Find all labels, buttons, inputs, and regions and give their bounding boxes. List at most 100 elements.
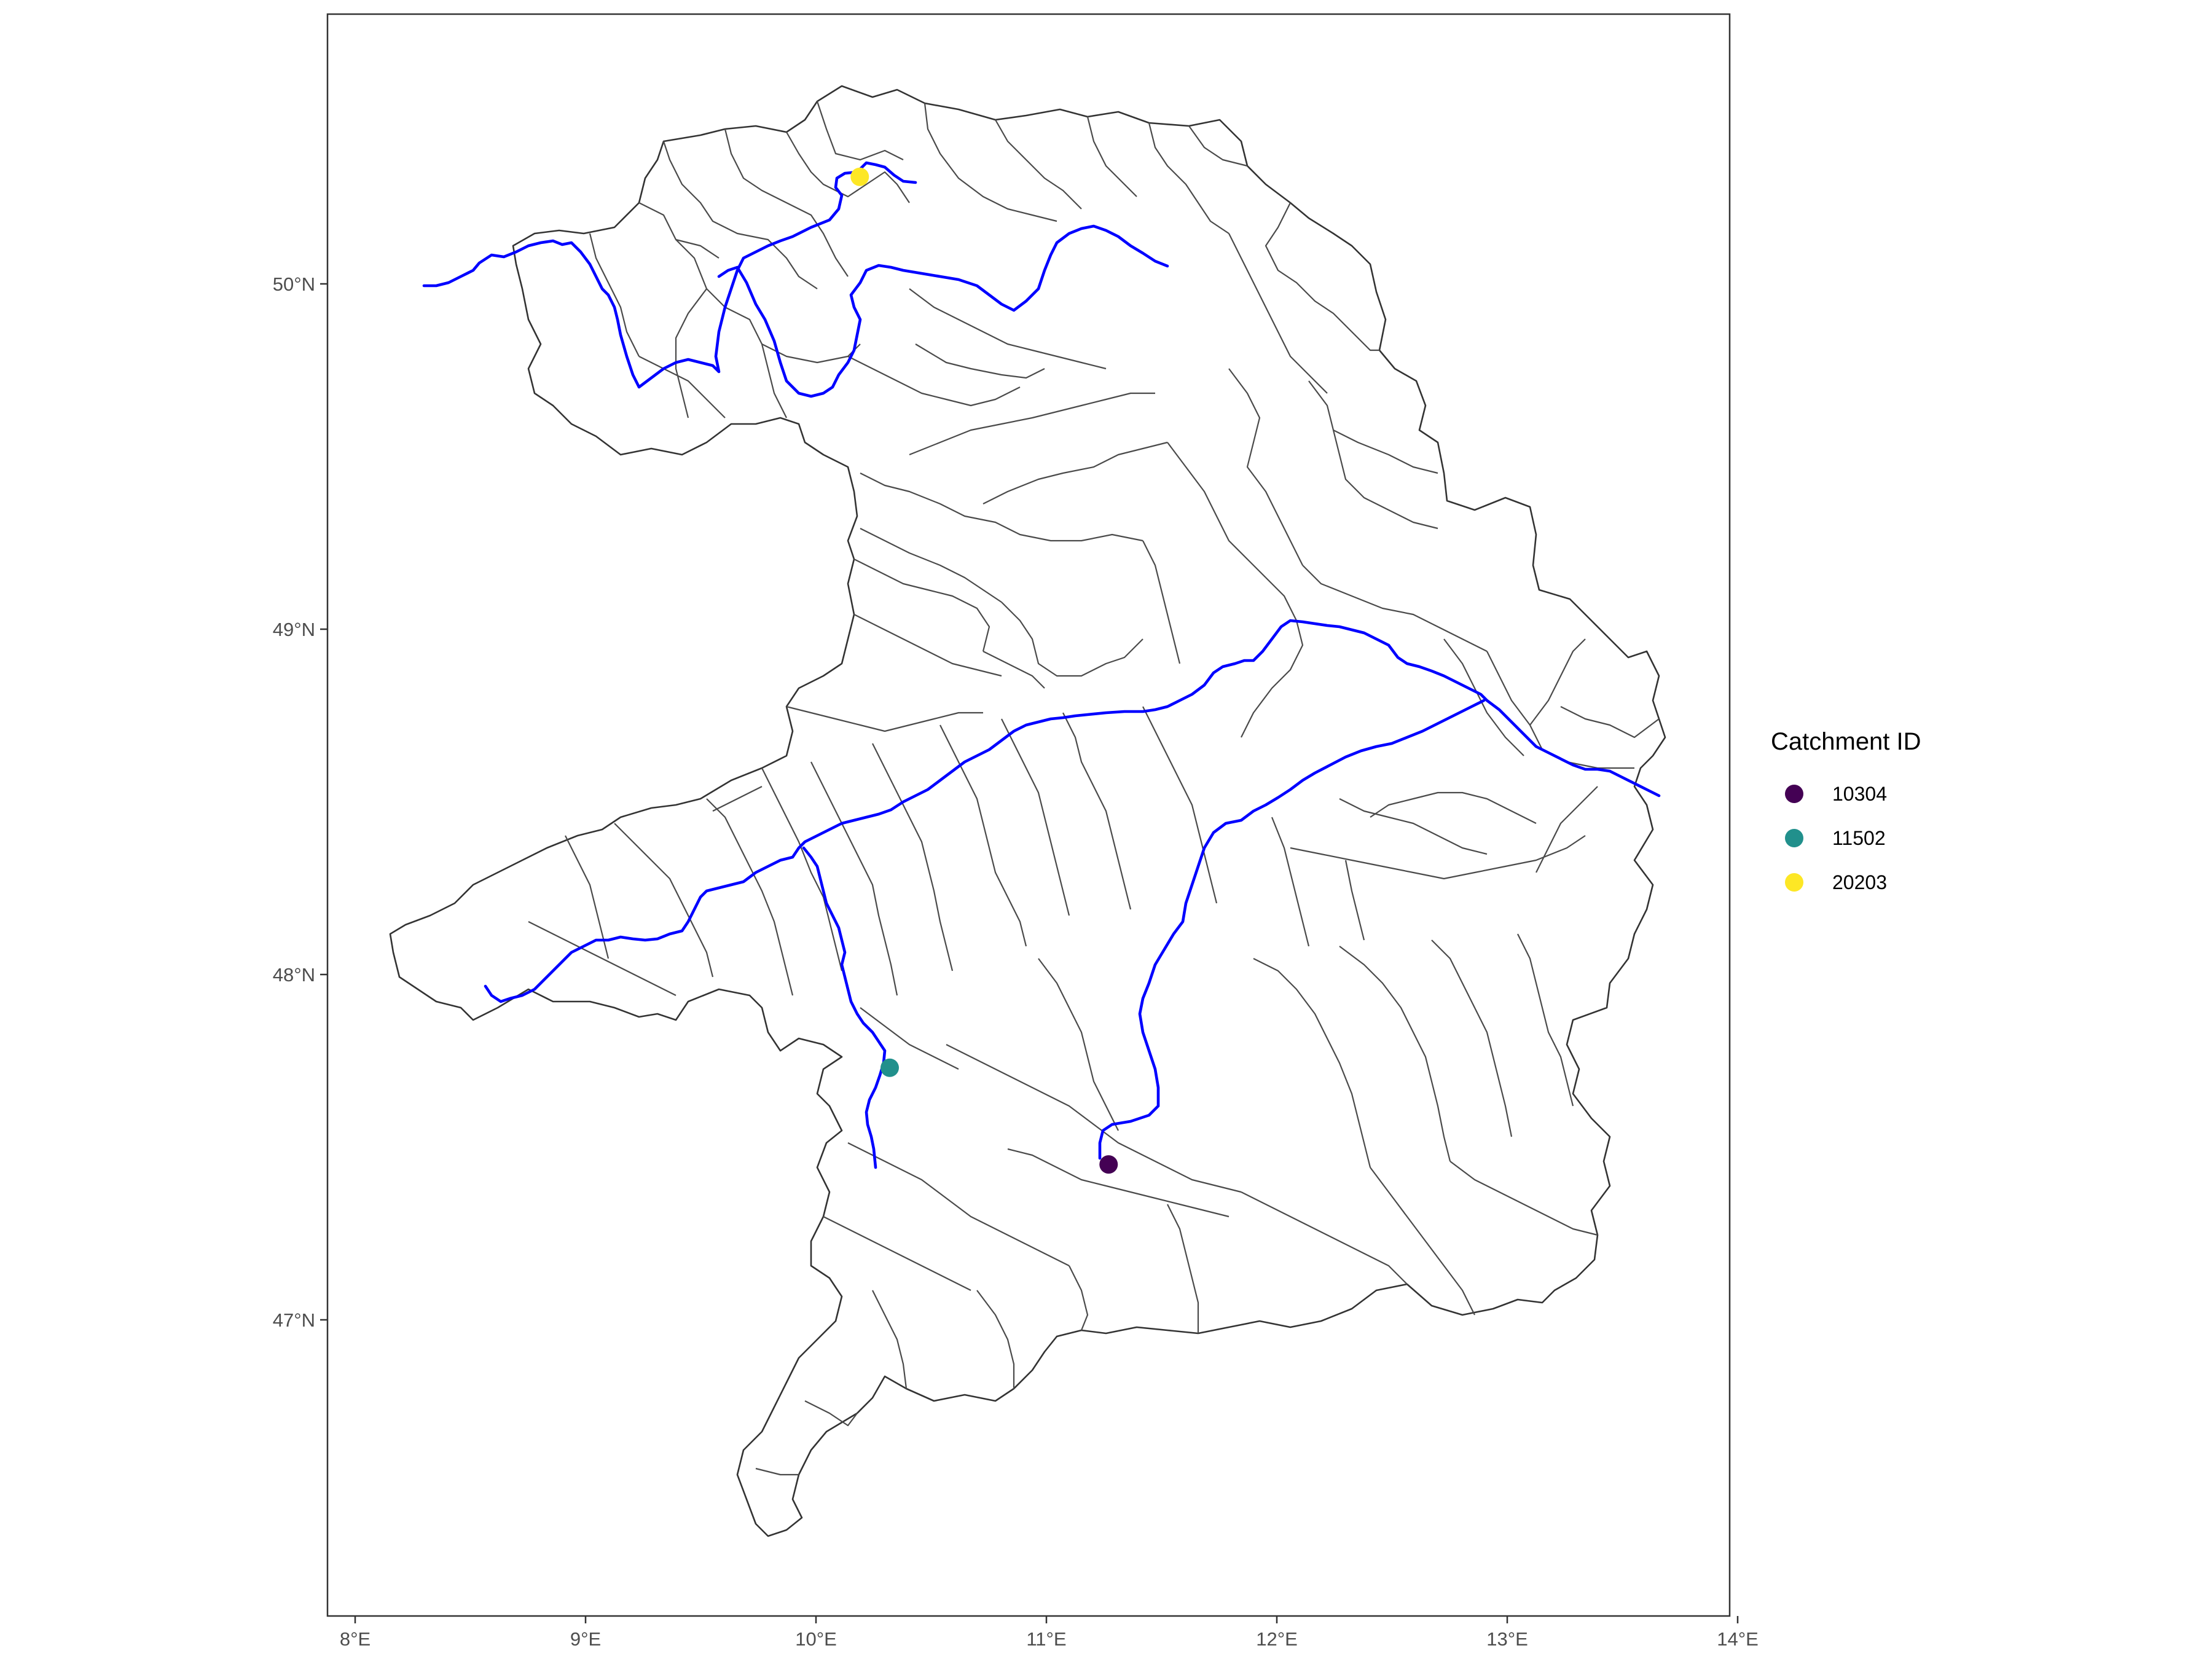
legend-key-20203 [1785, 873, 1803, 892]
catchment-boundary-70 [712, 786, 763, 812]
x-tick-label: 10°E [795, 1628, 837, 1650]
plot-panel-border [326, 13, 1731, 1617]
river-main-north [422, 161, 917, 389]
catchment-boundary-74 [589, 233, 640, 357]
catchment-boundary-40 [1062, 712, 1132, 910]
catchment-boundary-60 [1535, 786, 1598, 873]
catchment-boundary-56 [1290, 835, 1586, 880]
catchment-boundary-24 [1167, 442, 1266, 578]
river-tributary-west [717, 224, 1169, 398]
x-tick-label: 13°E [1486, 1628, 1528, 1650]
catchment-boundary-61 [872, 1290, 908, 1389]
legend-label-11502: 11502 [1832, 827, 1886, 849]
catchment-boundary-25 [1228, 368, 1303, 566]
catchment-boundary-29 [1241, 577, 1304, 738]
y-tick-label: 49°N [273, 619, 315, 640]
catchment-boundary-3 [724, 128, 849, 277]
legend: Catchment ID 10304 11502 20203 [1771, 728, 1921, 893]
catchment-boundary-67 [528, 921, 677, 996]
catchment-boundary-53 [1370, 1167, 1475, 1316]
river-lech-isar [1098, 699, 1486, 1160]
legend-title: Catchment ID [1771, 728, 1921, 755]
legend-items: 10304 11502 20203 [1785, 783, 1887, 893]
catchment-boundary-18 [982, 441, 1168, 504]
catchment-boundary-37 [872, 743, 954, 971]
catchment-boundary-10 [1188, 125, 1248, 167]
catchment-boundary-73 [675, 238, 720, 259]
catchment-boundary-6 [924, 103, 1057, 222]
catchment-boundary-66 [755, 1467, 799, 1476]
catchment-boundary-5 [816, 101, 904, 161]
catchment-boundary-38 [939, 724, 1027, 947]
catchment-boundary-43 [946, 1044, 1242, 1193]
catchment-boundary-17 [909, 392, 1155, 456]
catchment-boundary-58 [1339, 798, 1488, 855]
catchment-boundary-57 [1344, 860, 1365, 941]
catchment-boundary-77 [761, 343, 787, 418]
catchment-boundary-9 [1148, 122, 1230, 234]
y-tick-label: 50°N [273, 273, 315, 295]
catchment-boundary-76 [675, 288, 707, 418]
y-tick-label: 48°N [273, 964, 315, 986]
catchment-boundary-47 [823, 1216, 971, 1291]
catchment-boundary-13 [909, 288, 1107, 370]
catchment-boundary-39 [1001, 718, 1070, 916]
gauge-point-10304 [1099, 1155, 1118, 1174]
gauge-point-20203 [850, 167, 869, 186]
y-axis: 47°N 48°N 49°N 50°N [273, 273, 327, 1331]
catchment-boundary-23 [1142, 540, 1181, 664]
catchment-boundary-33 [1560, 706, 1660, 739]
x-tick-label: 8°E [340, 1628, 371, 1650]
catchment-boundary-44 [860, 1007, 959, 1070]
catchment-boundary-28 [1302, 565, 1488, 652]
x-tick-label: 14°E [1717, 1628, 1759, 1650]
river-danube [484, 619, 1661, 1003]
catchment-boundary-50 [1431, 939, 1513, 1137]
catchment-boundary-55 [1271, 817, 1310, 947]
catchment-boundary-35 [761, 767, 843, 971]
catchment-boundary-45 [1007, 1148, 1230, 1218]
catchment-boundary-15 [915, 343, 1045, 379]
river-iller [802, 846, 887, 1169]
catchment-boundary-12 [1265, 202, 1379, 351]
catchment-boundary-31 [1529, 638, 1586, 726]
catchment-boundary-51 [1517, 933, 1574, 1107]
catchment-boundary-64 [1167, 1204, 1199, 1333]
legend-label-20203: 20203 [1832, 871, 1887, 893]
catchment-boundary-41 [1142, 706, 1218, 904]
legend-key-10304 [1785, 785, 1803, 803]
catchment-boundary-27 [1333, 429, 1438, 474]
catchment-boundary-4 [786, 131, 910, 203]
catchment-boundary-63 [1069, 1265, 1089, 1331]
catchment-boundary-1 [638, 202, 861, 364]
catchment-boundary-71 [786, 705, 983, 732]
catchment-boundary-30 [1486, 651, 1634, 769]
x-tick-label: 11°E [1026, 1628, 1066, 1650]
catchment-boundary-2 [662, 141, 818, 289]
catchment-boundary-19 [860, 528, 1002, 603]
x-tick-label: 12°E [1256, 1628, 1298, 1650]
catchment-boundary-68 [565, 835, 610, 959]
catchment-boundary-72 [853, 614, 1002, 677]
catchment-boundary-65 [804, 1400, 858, 1427]
catchment-boundary-49 [1339, 946, 1451, 1162]
catchment-boundary-26 [1308, 380, 1438, 530]
catchment-boundary-54 [1449, 1161, 1598, 1236]
gauge-points [850, 167, 1118, 1174]
catchment-boundary-14 [847, 356, 1021, 407]
catchment-boundary-21 [1001, 602, 1143, 677]
catchment-boundary-48 [1253, 958, 1371, 1168]
x-axis: 8°E 9°E 10°E 11°E 12°E 13°E 14°E [340, 1616, 1759, 1650]
catchment-boundary-75 [638, 356, 726, 418]
legend-key-11502 [1785, 829, 1803, 847]
catchment-boundary-7 [995, 119, 1082, 210]
catchment-boundary-62 [976, 1290, 1015, 1389]
catchment-boundary-46 [847, 1142, 1070, 1266]
river-network [422, 161, 1661, 1169]
catchment-boundary-8 [1086, 116, 1137, 197]
catchment-boundary-59 [1370, 791, 1537, 824]
catchment-boundary-22 [982, 651, 1045, 689]
catchment-boundary-36 [810, 761, 898, 996]
catchment-boundary-11 [1228, 233, 1328, 394]
catchment-boundary-69 [614, 823, 714, 978]
